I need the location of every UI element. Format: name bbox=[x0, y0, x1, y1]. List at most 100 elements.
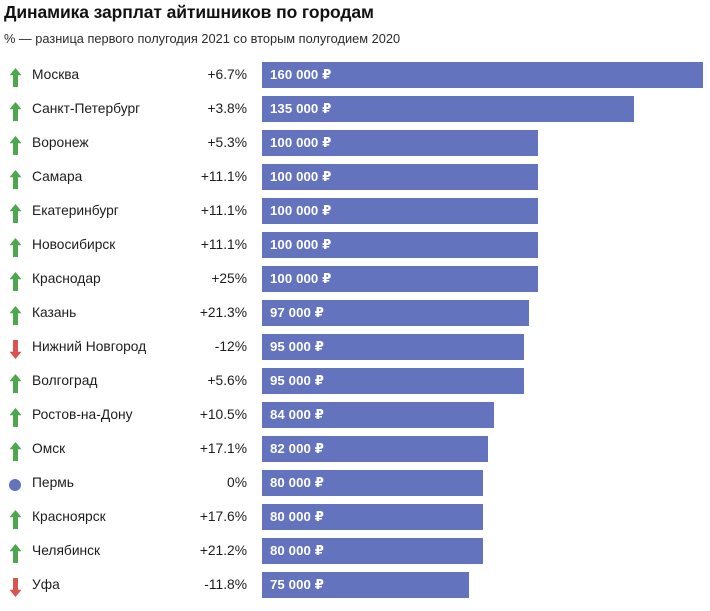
arrow-up-icon bbox=[6, 542, 24, 564]
city-label: Воронеж bbox=[32, 135, 89, 150]
arrow-up-icon bbox=[6, 270, 24, 292]
salary-bar: 97 000 ₽ bbox=[262, 300, 529, 326]
city-label: Пермь bbox=[32, 475, 74, 490]
salary-bar: 100 000 ₽ bbox=[262, 232, 538, 258]
salary-bar: 95 000 ₽ bbox=[262, 334, 524, 360]
city-label: Краснодар bbox=[32, 271, 101, 286]
change-percent-label: +6.7% bbox=[207, 67, 247, 82]
salary-value-label: 95 000 ₽ bbox=[270, 339, 324, 354]
change-percent-label: -11.8% bbox=[204, 577, 247, 592]
city-label: Красноярск bbox=[32, 509, 106, 524]
table-row: Екатеринбург +11.1% 100 000 ₽ bbox=[0, 198, 710, 232]
city-label: Омск bbox=[32, 441, 66, 456]
salary-value-label: 100 000 ₽ bbox=[270, 169, 332, 184]
table-row: Казань +21.3% 97 000 ₽ bbox=[0, 300, 710, 334]
change-percent-label: +11.1% bbox=[200, 169, 247, 184]
arrow-up-icon bbox=[6, 168, 24, 190]
city-label: Москва bbox=[32, 67, 80, 82]
city-label: Ростов-на-Дону bbox=[32, 407, 133, 422]
salary-bar: 82 000 ₽ bbox=[262, 436, 488, 462]
bar-rows-container: Москва +6.7% 160 000 ₽ Санкт-Петербург +3.8%… bbox=[0, 62, 710, 606]
table-row: Пермь 0% 80 000 ₽ bbox=[0, 470, 710, 504]
change-percent-label: +11.1% bbox=[200, 203, 247, 218]
salary-value-label: 160 000 ₽ bbox=[270, 67, 332, 82]
change-percent-label: +17.6% bbox=[199, 509, 247, 524]
salary-bar: 80 000 ₽ bbox=[262, 470, 483, 496]
table-row: Санкт-Петербург +3.8% 135 000 ₽ bbox=[0, 96, 710, 130]
salary-value-label: 80 000 ₽ bbox=[270, 543, 324, 558]
salary-bar: 75 000 ₽ bbox=[262, 572, 469, 598]
arrow-down-icon bbox=[6, 338, 24, 360]
arrow-down-icon bbox=[6, 576, 24, 598]
table-row: Омск +17.1% 82 000 ₽ bbox=[0, 436, 710, 470]
salary-value-label: 80 000 ₽ bbox=[270, 509, 324, 524]
salary-value-label: 100 000 ₽ bbox=[270, 203, 332, 218]
arrow-up-icon bbox=[6, 236, 24, 258]
arrow-up-icon bbox=[6, 134, 24, 156]
city-label: Санкт-Петербург bbox=[32, 101, 141, 116]
change-percent-label: 0% bbox=[227, 475, 247, 490]
change-percent-label: +21.3% bbox=[199, 305, 247, 320]
salary-value-label: 97 000 ₽ bbox=[270, 305, 324, 320]
arrow-up-icon bbox=[6, 440, 24, 462]
city-label: Нижний Новгород bbox=[32, 339, 147, 354]
circle-dot-icon bbox=[6, 474, 24, 496]
salary-value-label: 135 000 ₽ bbox=[270, 101, 332, 116]
table-row: Нижний Новгород -12% 95 000 ₽ bbox=[0, 334, 710, 368]
arrow-up-icon bbox=[6, 372, 24, 394]
city-label: Волгоград bbox=[32, 373, 98, 388]
change-percent-label: +17.1% bbox=[199, 441, 247, 456]
arrow-up-icon bbox=[6, 202, 24, 224]
salary-bar: 80 000 ₽ bbox=[262, 538, 483, 564]
change-percent-label: +5.3% bbox=[207, 135, 247, 150]
salary-bar: 84 000 ₽ bbox=[262, 402, 494, 428]
arrow-up-icon bbox=[6, 508, 24, 530]
salary-bar: 100 000 ₽ bbox=[262, 130, 538, 156]
change-percent-label: +10.5% bbox=[199, 407, 247, 422]
arrow-up-icon bbox=[6, 304, 24, 326]
city-label: Новосибирск bbox=[32, 237, 116, 252]
table-row: Воронеж +5.3% 100 000 ₽ bbox=[0, 130, 710, 164]
salary-value-label: 95 000 ₽ bbox=[270, 373, 324, 388]
salary-bar: 100 000 ₽ bbox=[262, 266, 538, 292]
salary-bar: 160 000 ₽ bbox=[262, 62, 703, 88]
salary-bar: 100 000 ₽ bbox=[262, 198, 538, 224]
change-percent-label: +3.8% bbox=[207, 101, 247, 116]
salary-value-label: 84 000 ₽ bbox=[270, 407, 324, 422]
city-label: Екатеринбург bbox=[32, 203, 119, 218]
salary-value-label: 80 000 ₽ bbox=[270, 475, 324, 490]
city-label: Уфа bbox=[32, 577, 60, 592]
arrow-up-icon bbox=[6, 100, 24, 122]
salary-bar: 80 000 ₽ bbox=[262, 504, 483, 530]
salary-value-label: 100 000 ₽ bbox=[270, 271, 332, 286]
salary-value-label: 100 000 ₽ bbox=[270, 237, 332, 252]
table-row: Москва +6.7% 160 000 ₽ bbox=[0, 62, 710, 96]
city-label: Челябинск bbox=[32, 543, 101, 558]
salary-bar: 135 000 ₽ bbox=[262, 96, 634, 122]
change-percent-label: +5.6% bbox=[207, 373, 247, 388]
salary-bar: 95 000 ₽ bbox=[262, 368, 524, 394]
salary-value-label: 82 000 ₽ bbox=[270, 441, 324, 456]
page-title: Динамика зарплат айтишников по городам bbox=[4, 2, 374, 22]
city-label: Самара bbox=[32, 169, 83, 184]
change-percent-label: +21.2% bbox=[199, 543, 247, 558]
change-percent-label: +25% bbox=[211, 271, 247, 286]
table-row: Уфа -11.8% 75 000 ₽ bbox=[0, 572, 710, 606]
city-label: Казань bbox=[32, 305, 77, 320]
chart-subtitle: % — разница первого полугодия 2021 со вт… bbox=[4, 31, 401, 46]
table-row: Новосибирск +11.1% 100 000 ₽ bbox=[0, 232, 710, 266]
salary-value-label: 100 000 ₽ bbox=[270, 135, 332, 150]
arrow-up-icon bbox=[6, 406, 24, 428]
change-percent-label: +11.1% bbox=[200, 237, 247, 252]
change-percent-label: -12% bbox=[214, 339, 247, 354]
arrow-up-icon bbox=[6, 66, 24, 88]
table-row: Ростов-на-Дону +10.5% 84 000 ₽ bbox=[0, 402, 710, 436]
salary-value-label: 75 000 ₽ bbox=[270, 577, 324, 592]
table-row: Волгоград +5.6% 95 000 ₽ bbox=[0, 368, 710, 402]
table-row: Челябинск +21.2% 80 000 ₽ bbox=[0, 538, 710, 572]
salary-bar: 100 000 ₽ bbox=[262, 164, 538, 190]
table-row: Самара +11.1% 100 000 ₽ bbox=[0, 164, 710, 198]
table-row: Краснодар +25% 100 000 ₽ bbox=[0, 266, 710, 300]
table-row: Красноярск +17.6% 80 000 ₽ bbox=[0, 504, 710, 538]
